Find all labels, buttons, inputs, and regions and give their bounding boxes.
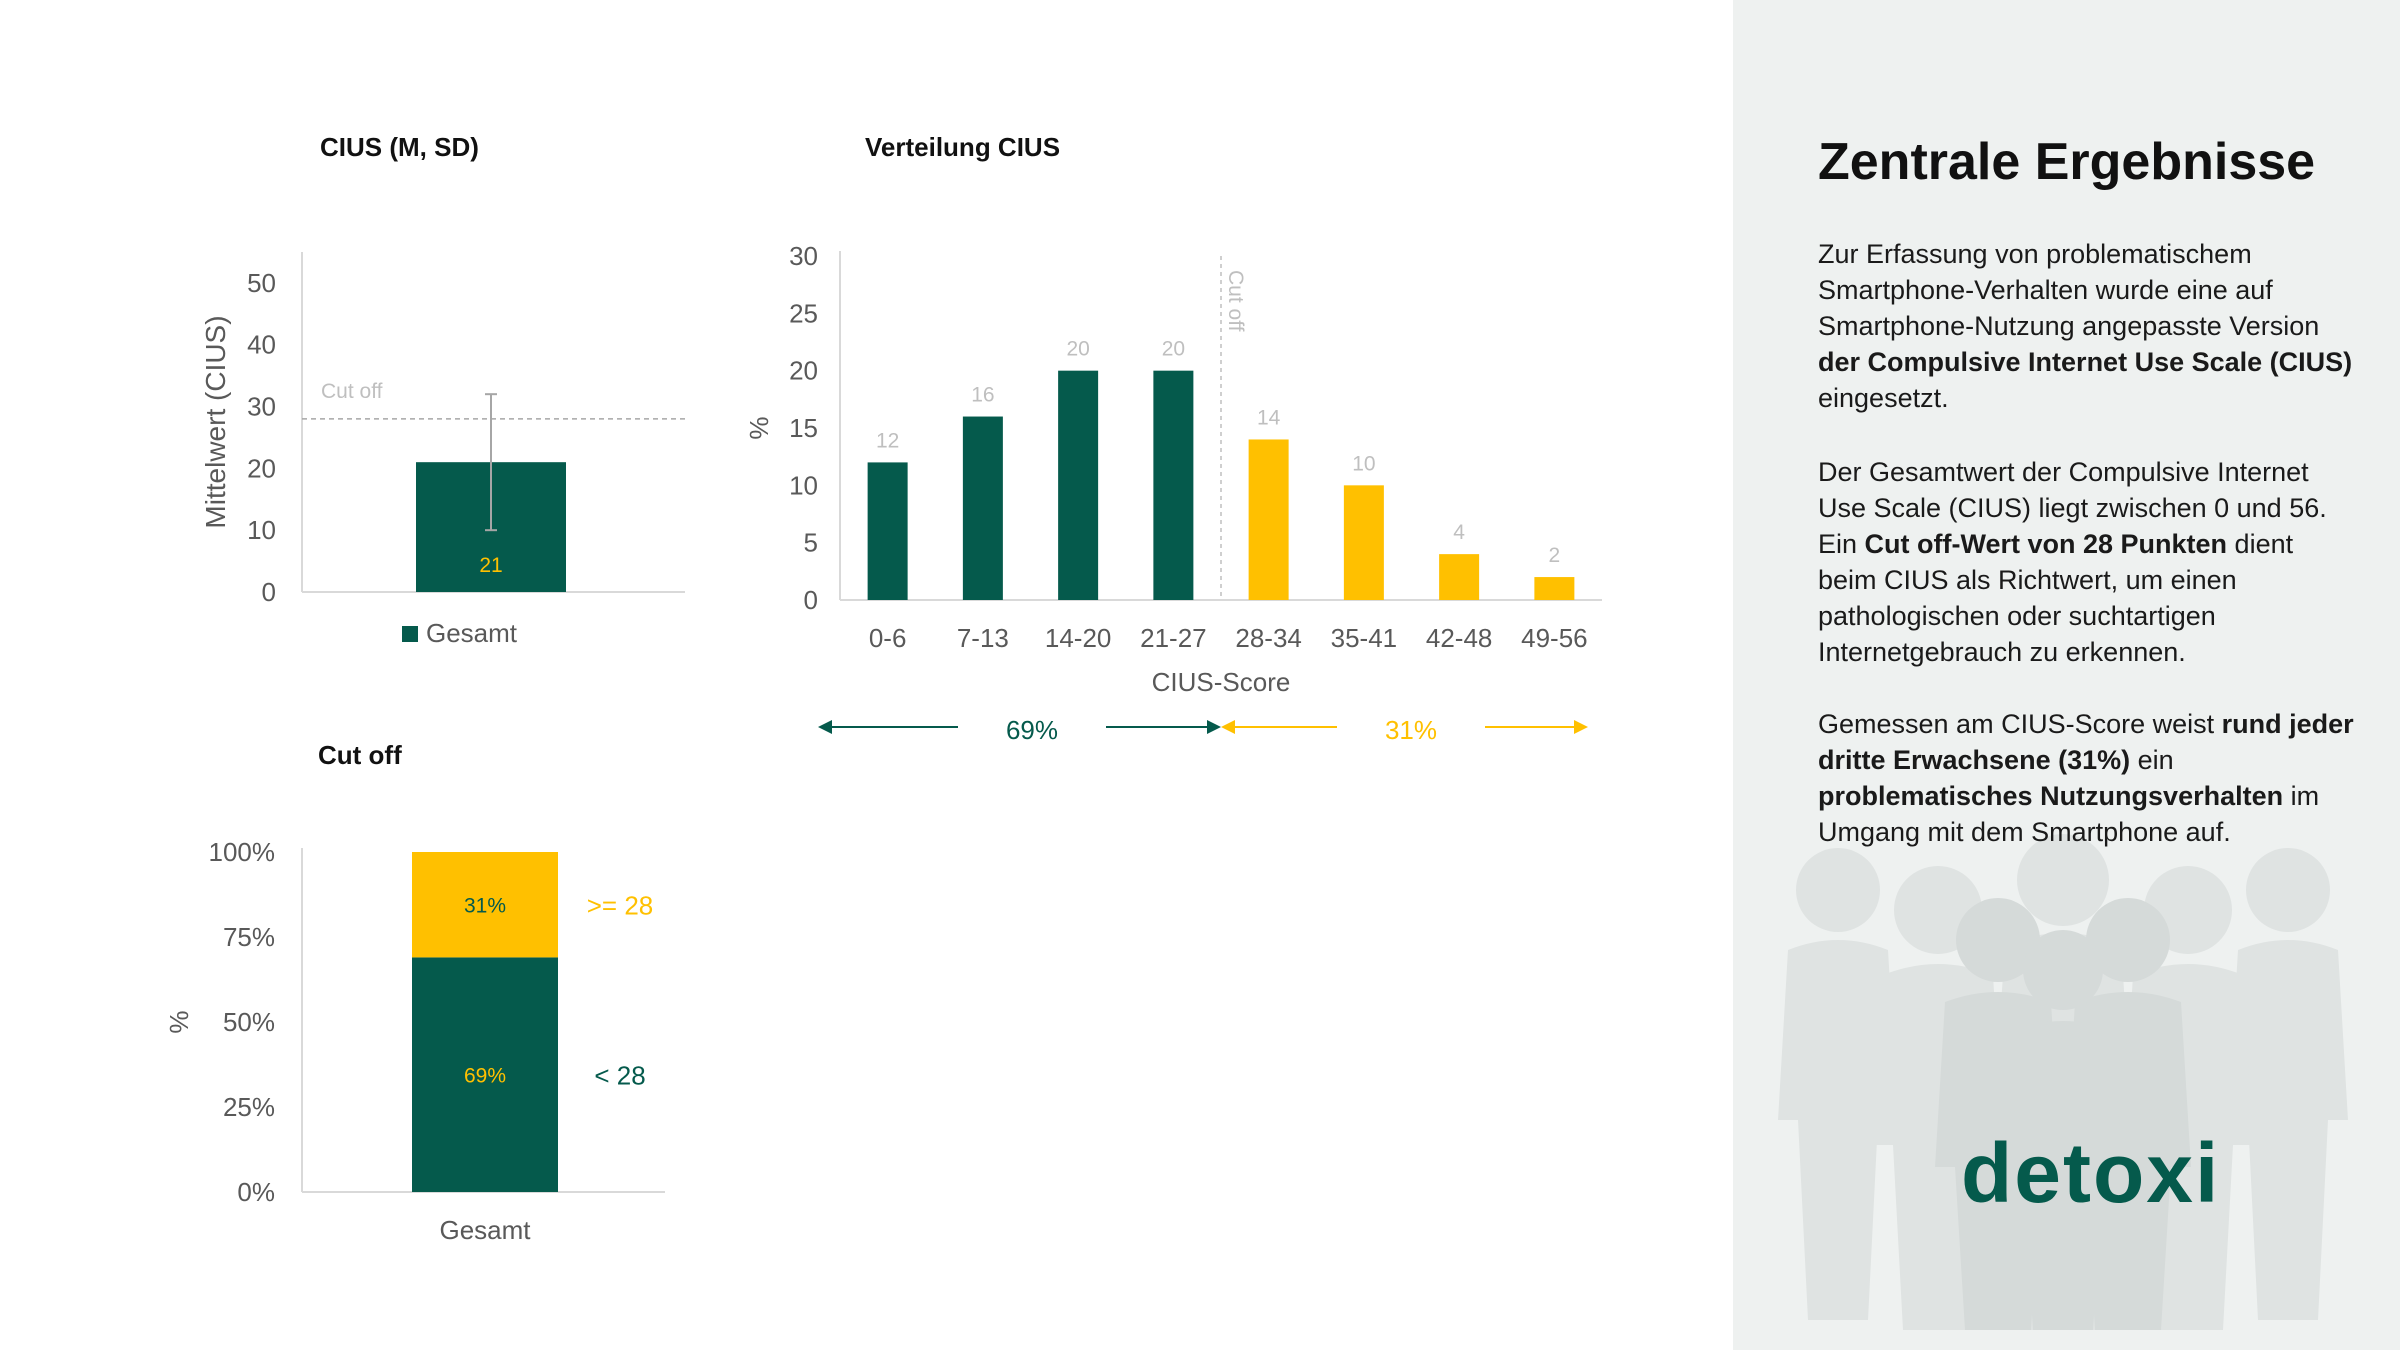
body-text: Der Gesamtwert der Compulsive Internet U… — [1818, 457, 2327, 559]
body-text: Zur Erfassung von problematischem Smartp… — [1818, 239, 2320, 341]
x-axis-title: CIUS-Score — [1152, 667, 1291, 697]
results-sidebar: Zentrale Ergebnisse Zur Erfassung von pr… — [1733, 0, 2400, 1350]
segment-side-label: < 28 — [594, 1061, 645, 1091]
logo-text: detoxi — [1961, 1130, 2220, 1220]
legend-label: Gesamt — [426, 618, 518, 648]
y-axis-title: Mittelwert (CIUS) — [200, 315, 231, 528]
y-tick-label: 0 — [262, 577, 276, 607]
bar-data-label: 21 — [479, 554, 502, 577]
arrow-right-head-left — [1221, 720, 1235, 734]
group-label-above-cutoff: 31% — [1385, 715, 1437, 745]
emphasis-text: problematisches Nutzungsverhalten — [1818, 781, 2284, 811]
bar-data-label: 20 — [1066, 338, 1089, 361]
stacked-segment-above-cutoff — [412, 852, 558, 958]
y-tick-label: 0% — [237, 1177, 275, 1207]
x-tick-label: 14-20 — [1045, 623, 1112, 653]
segment-data-label: 31% — [464, 895, 506, 918]
body-text: im Umgang mit dem Smartphone auf. — [1818, 781, 2320, 847]
y-tick-label: 30 — [247, 392, 276, 422]
paragraph-cius-range: Der Gesamtwert der Compulsive Internet U… — [1818, 454, 2358, 670]
bar-7-13 — [962, 416, 1003, 600]
bar-data-label: 2 — [1549, 544, 1561, 567]
arrow-left-head — [818, 720, 832, 734]
emphasis-text: der Compulsive Internet Use Scale (CIUS) — [1818, 347, 2353, 377]
y-tick-label: 10 — [789, 470, 818, 500]
legend-swatch — [402, 626, 418, 642]
emphasis-text: Cut off-Wert von 28 Punkten — [1864, 529, 2228, 559]
bar-data-label: 12 — [876, 429, 899, 452]
y-tick-label: 5 — [804, 528, 818, 558]
y-tick-label: 40 — [247, 330, 276, 360]
x-tick-label: 28-34 — [1235, 623, 1302, 653]
y-tick-label: 50% — [223, 1007, 275, 1037]
y-tick-label: 75% — [223, 922, 275, 952]
segment-side-label: >= 28 — [587, 891, 654, 921]
detoxi-logo: detoxi — [1961, 1130, 2220, 1220]
x-tick-label: 7-13 — [957, 623, 1009, 653]
arrow-right-head — [1574, 720, 1588, 734]
y-tick-label: 30 — [789, 241, 818, 271]
bar-35-41 — [1343, 485, 1384, 600]
bar-14-20 — [1058, 370, 1099, 600]
segment-data-label: 69% — [464, 1065, 506, 1088]
x-tick-label: 49-56 — [1521, 623, 1588, 653]
cutoff-divider-label: Cut off — [1224, 270, 1247, 332]
distribution-chart: 0 5 10 15 20 25 30% 12 0-6 16 7-13 20 14-20 20 21-27 14… — [744, 241, 1602, 745]
bar-data-label: 10 — [1352, 452, 1375, 475]
body-text: Gemessen am CIUS-Score weist — [1818, 709, 2222, 739]
body-text: ein — [2130, 745, 2174, 775]
bar-42-48 — [1439, 554, 1480, 600]
y-axis-title: % — [164, 1010, 194, 1033]
bar-data-label: 16 — [971, 384, 994, 407]
bar-49-56 — [1534, 577, 1575, 600]
people-group-icon — [1778, 834, 2348, 1330]
distribution-chart-title: Verteilung CIUS — [865, 132, 1061, 162]
mean-chart: 0 10 20 30 40 50 Mittelwert (CIUS) Cut off 21 Ges… — [200, 252, 685, 648]
body-text: dient beim CIUS als Richtwert, um einen … — [1818, 529, 2294, 667]
x-tick-label: 42-48 — [1426, 623, 1493, 653]
bar-data-label: 14 — [1257, 406, 1281, 429]
bar-0-6 — [867, 462, 908, 600]
y-tick-label: 0 — [804, 585, 818, 615]
results-heading: Zentrale Ergebnisse — [1818, 133, 2316, 191]
cutoff-chart-title: Cut off — [318, 740, 402, 770]
y-axis-title: % — [744, 416, 774, 439]
bar-data-label: 20 — [1162, 338, 1185, 361]
stacked-segment-below-cutoff — [412, 957, 558, 1192]
cutoff-chart: 0% 25% 50% 75% 100%% 69% < 28 31% >= 28 Gesamt — [164, 837, 665, 1245]
y-tick-label: 20 — [789, 356, 818, 386]
x-tick-label: Gesamt — [439, 1215, 531, 1245]
emphasis-text: rund jeder dritte Erwachsene (31%) — [1818, 709, 2354, 775]
y-tick-label: 50 — [247, 268, 276, 298]
y-tick-label: 100% — [209, 837, 276, 867]
x-tick-label: 0-6 — [869, 623, 907, 653]
mean-chart-title: CIUS (M, SD) — [320, 132, 479, 162]
cutoff-reference-label: Cut off — [321, 380, 383, 403]
paragraph-cius-result: Gemessen am CIUS-Score weist rund jeder … — [1818, 706, 2358, 850]
paragraph-cius-intro: Zur Erfassung von problematischem Smartp… — [1818, 236, 2358, 416]
bar-21-27 — [1153, 370, 1194, 600]
body-text: eingesetzt. — [1818, 383, 1949, 413]
group-label-below-cutoff: 69% — [1006, 715, 1058, 745]
bar-28-34 — [1248, 439, 1289, 600]
y-tick-label: 25% — [223, 1092, 275, 1122]
y-tick-label: 10 — [247, 515, 276, 545]
x-tick-label: 35-41 — [1331, 623, 1398, 653]
y-tick-label: 20 — [247, 453, 276, 483]
bar-data-label: 4 — [1453, 521, 1465, 544]
y-tick-label: 15 — [789, 413, 818, 443]
y-tick-label: 25 — [789, 298, 818, 328]
arrow-left-head-2 — [1207, 720, 1221, 734]
x-tick-label: 21-27 — [1140, 623, 1207, 653]
